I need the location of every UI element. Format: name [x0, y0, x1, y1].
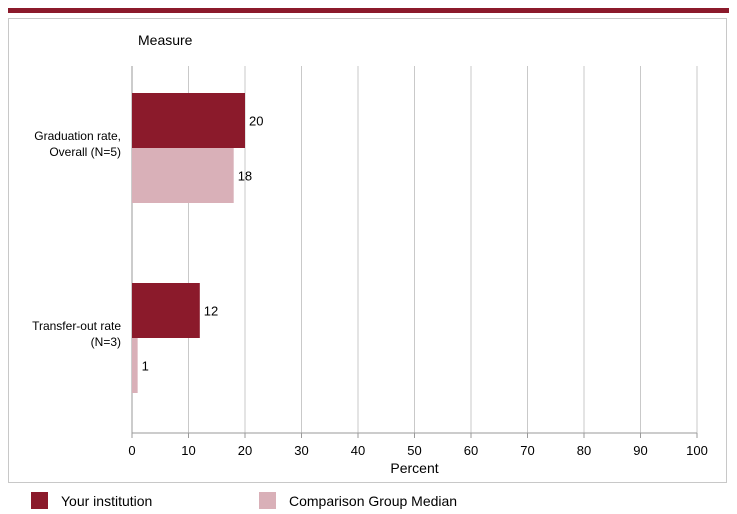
x-axis-label: Percent — [390, 460, 438, 476]
legend-label-comparison: Comparison Group Median — [289, 492, 458, 509]
x-tick-label: 70 — [520, 443, 534, 458]
legend-item-your-institution: Your institution — [31, 492, 152, 509]
category-label: (N=3) — [91, 335, 121, 349]
bar — [132, 93, 245, 148]
x-tick-label: 50 — [407, 443, 421, 458]
data-label: 12 — [204, 304, 218, 319]
legend: Your institution Comparison Group Median — [0, 489, 737, 513]
x-tick-label: 20 — [238, 443, 252, 458]
header-rule — [8, 8, 729, 13]
legend-swatch-your-institution — [31, 492, 48, 509]
x-tick-label: 100 — [686, 443, 708, 458]
legend-item-comparison: Comparison Group Median — [259, 492, 457, 509]
legend-label-your-institution: Your institution — [61, 492, 153, 509]
bar — [132, 283, 200, 338]
data-label: 1 — [142, 359, 149, 374]
category-label: Graduation rate, — [34, 129, 121, 143]
x-tick-label: 80 — [577, 443, 591, 458]
category-label: Overall (N=5) — [49, 145, 121, 159]
chart-title: Measure — [138, 32, 193, 48]
legend-swatch-comparison — [259, 492, 276, 509]
data-label: 20 — [249, 114, 263, 129]
chart-panel — [8, 18, 727, 483]
category-label: Transfer-out rate — [32, 319, 121, 333]
x-tick-label: 30 — [294, 443, 308, 458]
bar — [132, 338, 138, 393]
x-tick-label: 0 — [128, 443, 135, 458]
x-tick-label: 60 — [464, 443, 478, 458]
x-tick-label: 90 — [633, 443, 647, 458]
bar — [132, 148, 234, 203]
data-label: 18 — [238, 169, 252, 184]
x-tick-label: 40 — [351, 443, 365, 458]
x-tick-label: 10 — [181, 443, 195, 458]
